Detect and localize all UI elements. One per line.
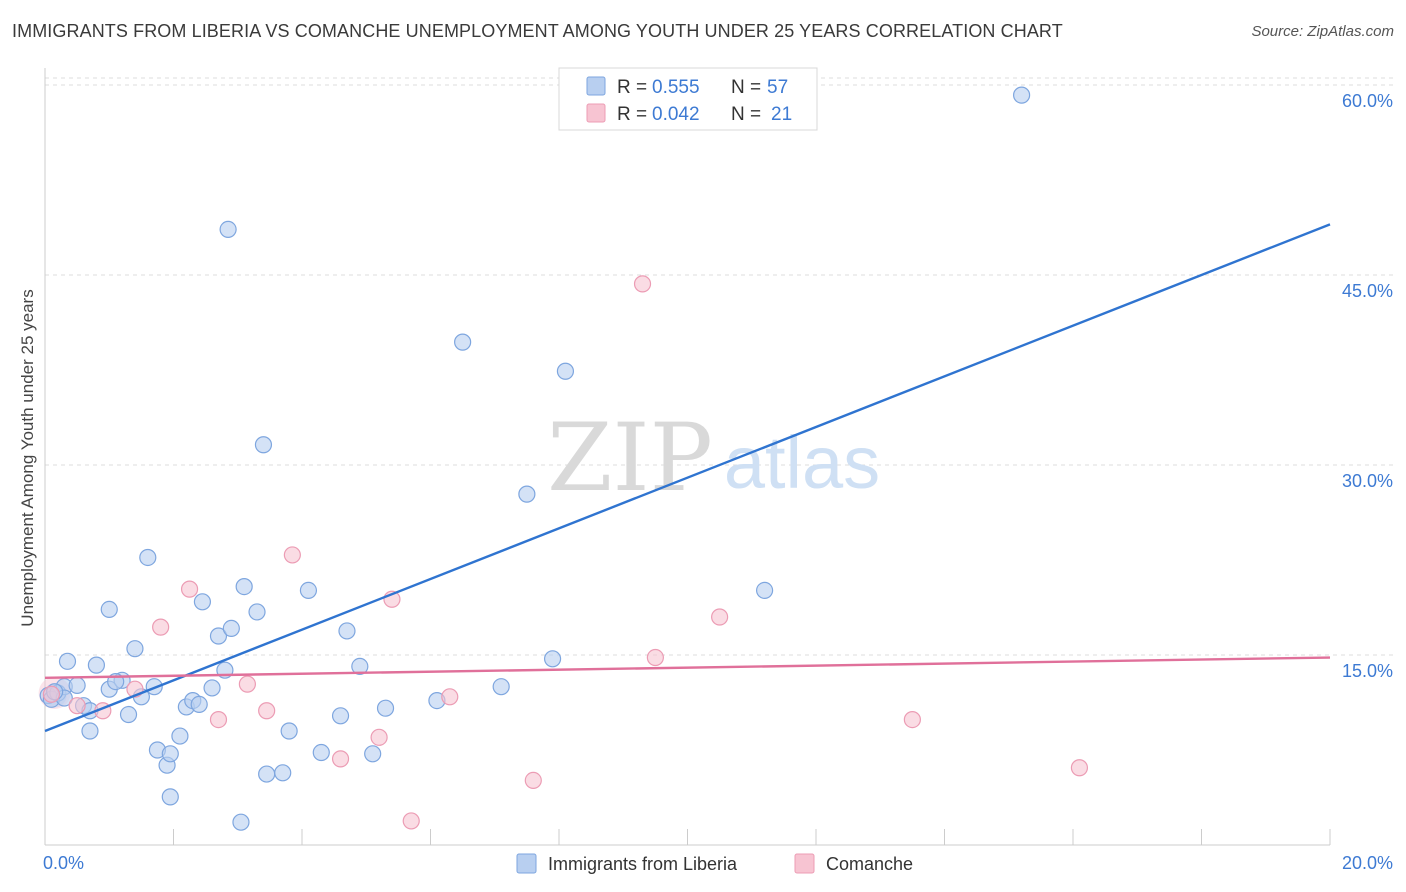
liberia-point [121,707,137,723]
legend-swatch-pink [587,104,605,122]
scatter-chart: 15.0%30.0%45.0%60.0% ZIP atlas 0.0% 20.0%… [0,0,1406,892]
y-tick-label: 60.0% [1342,91,1393,111]
liberia-point [69,677,85,693]
legend-r-value-1: 0.555 [652,77,700,98]
liberia-point [162,746,178,762]
liberia-point [281,723,297,739]
legend-r-label-1: R = [617,77,647,98]
comanche-point [259,703,275,719]
liberia-point [88,657,104,673]
liberia-point [140,549,156,565]
liberia-point [233,814,249,830]
liberia-point [194,594,210,610]
x-tick-label: 20.0% [1342,853,1393,873]
comanche-point [1071,760,1087,776]
comanche-point [153,619,169,635]
liberia-point [275,765,291,781]
comanche-point [333,751,349,767]
comanche-point [239,676,255,692]
y-tick-label: 30.0% [1342,471,1393,491]
bottom-legend-swatch-pink [795,854,814,873]
correlation-legend: R = 0.555 N = 57 R = 0.042 N = 21 [559,68,817,130]
y-tick-label: 15.0% [1342,661,1393,681]
y-axis-label: Unemployment Among Youth under 25 years [18,289,37,626]
liberia-point [249,604,265,620]
bottom-legend-swatch-blue [517,854,536,873]
comanche-point [182,581,198,597]
liberia-point [82,723,98,739]
legend-n-value-1: 57 [767,77,788,98]
legend-n-label-2: N = [731,104,761,125]
y-tick-label: 45.0% [1342,281,1393,301]
liberia-point [223,620,239,636]
liberia-point [220,221,236,237]
liberia-point [172,728,188,744]
legend-swatch-blue [587,77,605,95]
liberia-point [493,679,509,695]
liberia-point [204,680,220,696]
liberia-point [101,601,117,617]
comanche-point [43,686,59,702]
liberia-point [191,696,207,712]
liberia-point [162,789,178,805]
liberia-point [127,641,143,657]
liberia-point [259,766,275,782]
liberia-point [378,700,394,716]
series-legend: Immigrants from Liberia Comanche [517,854,913,874]
comanche-trend-line [45,658,1330,678]
comanche-point [712,609,728,625]
axes: 0.0% 20.0% [43,68,1393,873]
comanche-point [69,698,85,714]
liberia-point [557,363,573,379]
legend-n-label-1: N = [731,77,761,98]
legend-r-value-2: 0.042 [652,104,700,125]
liberia-point [236,579,252,595]
legend-r-label-2: R = [617,104,647,125]
comanche-point [442,689,458,705]
liberia-point [59,653,75,669]
comanche-point [371,729,387,745]
comanche-point [635,276,651,292]
comanche-point [284,547,300,563]
x-tick-label: 0.0% [43,853,84,873]
bottom-legend-label-liberia: Immigrants from Liberia [548,854,738,874]
comanche-point [525,772,541,788]
liberia-point [300,582,316,598]
comanche-point [647,650,663,666]
liberia-point [333,708,349,724]
liberia-point [313,745,329,761]
liberia-point [365,746,381,762]
bottom-legend-label-comanche: Comanche [826,854,913,874]
watermark-zip: ZIP [547,404,713,513]
comanche-point [403,813,419,829]
comanche-point [904,712,920,728]
liberia-point [255,437,271,453]
liberia-point [339,623,355,639]
liberia-point [545,651,561,667]
legend-n-value-2: 21 [771,104,792,125]
liberia-point [1014,87,1030,103]
liberia-point [455,334,471,350]
liberia-point [757,582,773,598]
liberia-point [519,486,535,502]
comanche-point [210,712,226,728]
